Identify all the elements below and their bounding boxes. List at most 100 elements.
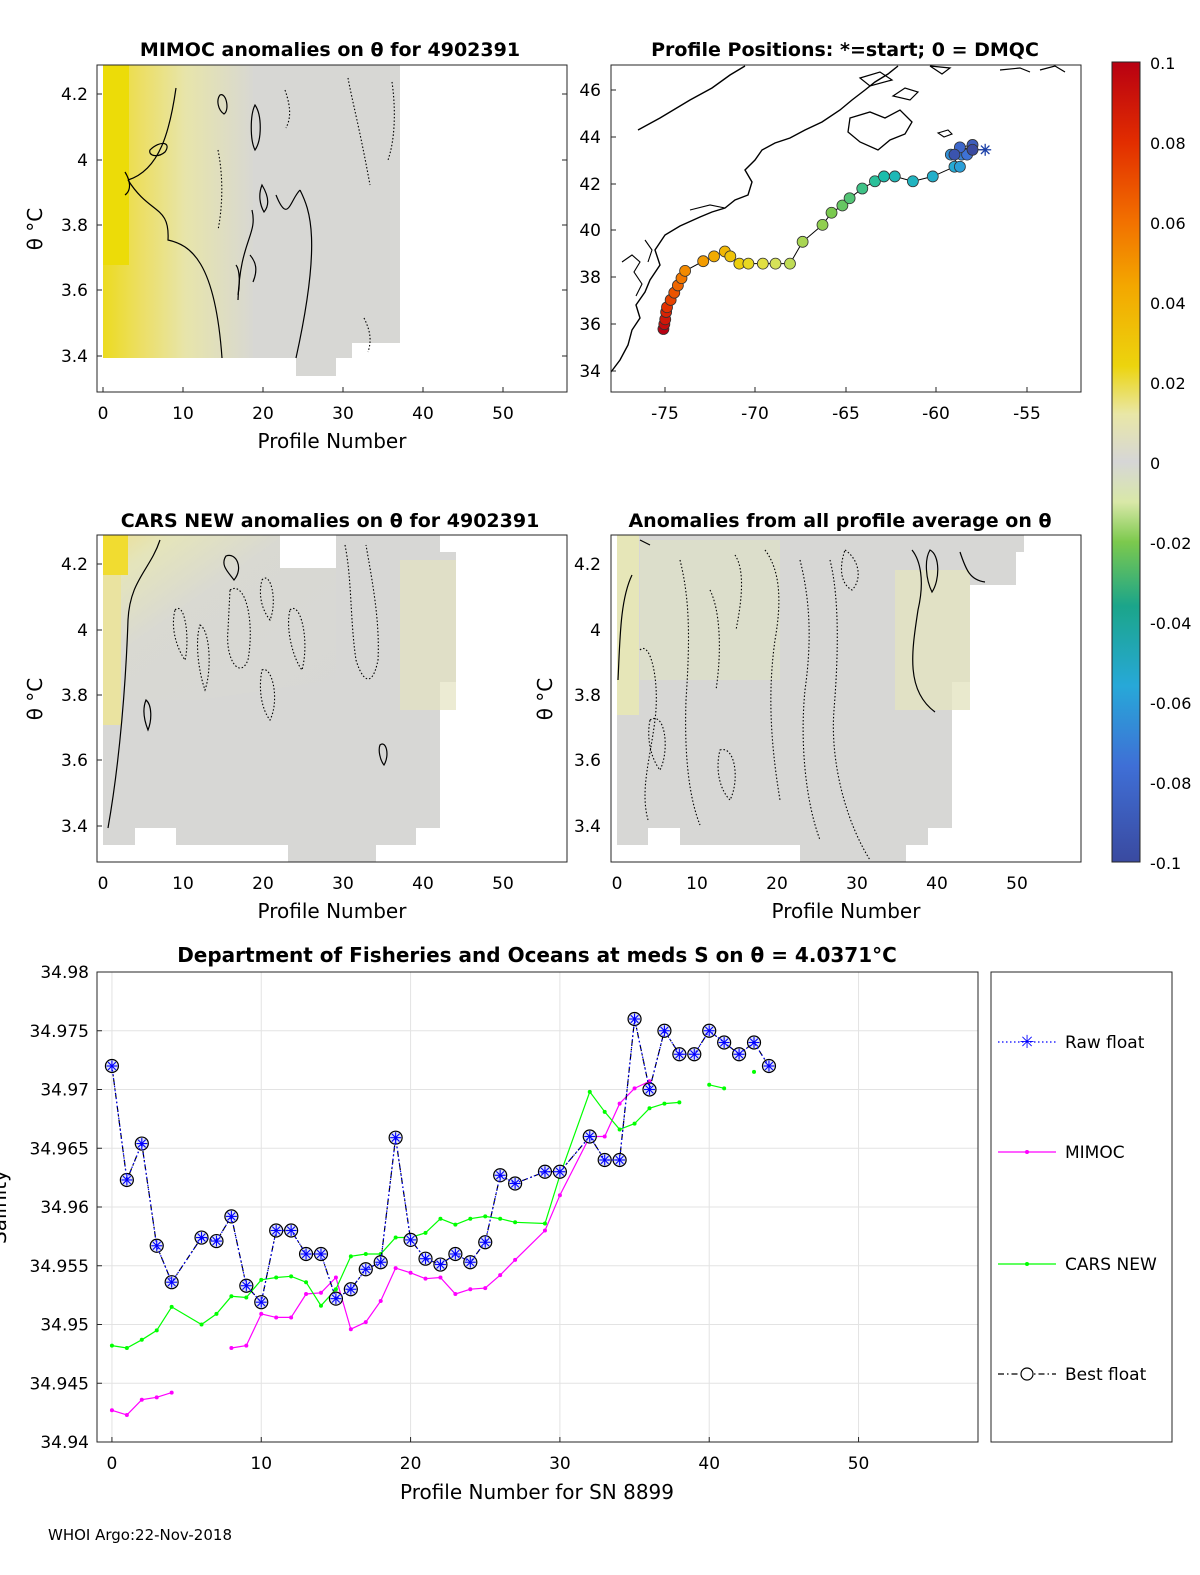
- point-cars-new: [363, 1252, 368, 1256]
- point-raw-float: [479, 1236, 491, 1248]
- mimoc-xticks: 0 10 20 30 40 50: [98, 387, 514, 424]
- point-mimoc: [124, 1412, 129, 1417]
- point-raw-float: [509, 1178, 521, 1189]
- avg-xtick-label: 20: [766, 874, 788, 894]
- cars-ytick-label: 3.8: [61, 686, 88, 706]
- colorbar-tick-label: 0: [1150, 454, 1160, 473]
- map-ytick-label: 38: [579, 268, 601, 288]
- series-cars-new: [109, 1069, 757, 1350]
- mimoc-axes: [96, 64, 568, 393]
- map-xticks: -75 -70 -65 -60 -55: [651, 387, 1041, 424]
- avg-ytick-label: 3.8: [574, 686, 601, 706]
- avg-ylabel: θ °C: [533, 678, 557, 721]
- point-cars-new: [483, 1214, 488, 1219]
- point-raw-float: [330, 1293, 342, 1305]
- profile-position: [888, 170, 901, 183]
- point-mimoc: [109, 1408, 114, 1413]
- colorbar-tick-label: 0.02: [1150, 374, 1186, 393]
- salinity-ylabel: Salinity: [0, 1170, 11, 1244]
- point-cars-new: [289, 1274, 294, 1279]
- map-panel: Profile Positions: *=start; 0 = DMQC 46 …: [579, 39, 1082, 424]
- point-mimoc: [602, 1134, 607, 1139]
- point-cars-new: [318, 1303, 323, 1308]
- map-xtick-label: -75: [651, 404, 679, 424]
- point-mimoc: [453, 1291, 458, 1296]
- series-line-mimoc: [231, 1080, 650, 1349]
- mimoc-heatmap: [103, 65, 400, 376]
- salinity-xtick-label: 50: [848, 1454, 870, 1474]
- point-raw-float: [554, 1166, 566, 1178]
- mimoc-title: MIMOC anomalies on θ for 4902391: [140, 39, 520, 61]
- point-cars-new: [259, 1277, 264, 1282]
- point-cars-new: [602, 1109, 607, 1114]
- point-mimoc: [304, 1291, 309, 1296]
- map-yticks: 46 44 42 40 38 36 34: [579, 81, 616, 382]
- profile-position: [953, 160, 966, 173]
- colorbar-tick-label: 0.06: [1150, 214, 1186, 233]
- colorbar-tick-label: -0.06: [1150, 694, 1191, 713]
- point-raw-float: [434, 1259, 446, 1271]
- profile-position: [966, 143, 979, 156]
- salinity-ytick-label: 34.98: [40, 963, 89, 983]
- cars-xticks: 0 10 20 30 40 50: [98, 874, 514, 894]
- mimoc-ylabel: θ °C: [23, 208, 47, 251]
- salinity-ytick-label: 34.97: [40, 1081, 89, 1101]
- point-cars-new: [453, 1222, 458, 1227]
- series-raw-float: [106, 1013, 775, 1308]
- salinity-ytick-label: 34.945: [30, 1374, 89, 1394]
- point-raw-float: [375, 1256, 387, 1268]
- map-ytick-label: 44: [579, 128, 601, 148]
- point-raw-float: [763, 1060, 775, 1072]
- mimoc-xtick-label: 10: [172, 404, 194, 424]
- point-mimoc: [438, 1275, 443, 1280]
- point-cars-new: [647, 1106, 652, 1111]
- mimoc-yticks: 4.2 4 3.8 3.6 3.4: [61, 85, 567, 367]
- legend-item-raw-float: ✳ Raw float: [998, 1032, 1145, 1053]
- profile-position: [697, 255, 710, 268]
- point-cars-new: [498, 1216, 503, 1221]
- point-mimoc: [468, 1287, 473, 1292]
- point-mimoc: [498, 1273, 503, 1278]
- salinity-series: [104, 1011, 777, 1417]
- salinity-panel: Department of Fisheries and Oceans at me…: [0, 943, 1173, 1504]
- point-raw-float: [121, 1174, 133, 1186]
- point-raw-float: [494, 1169, 506, 1181]
- point-raw-float: [315, 1248, 327, 1260]
- legend-label: Best float: [1065, 1365, 1147, 1385]
- legend-item-best-float: Best float: [998, 1365, 1147, 1385]
- avg-axes: [610, 534, 1082, 863]
- point-raw-float: [449, 1248, 461, 1260]
- profile-position: [742, 257, 755, 270]
- salinity-xtick-label: 10: [250, 1454, 272, 1474]
- profile-position: [679, 264, 692, 277]
- mimoc-xtick-label: 50: [492, 404, 514, 424]
- point-mimoc: [363, 1320, 368, 1325]
- avg-ytick-label: 3.4: [574, 817, 601, 837]
- cars-ytick-label: 4.2: [61, 555, 88, 575]
- colorbar: 0.1 0.08 0.06 0.04 0.02 0 -0.02 -0.04 -0…: [1111, 54, 1191, 873]
- legend-item-mimoc: MIMOC: [998, 1143, 1125, 1163]
- point-raw-float: [584, 1131, 596, 1142]
- cars-axes: [96, 534, 568, 863]
- point-mimoc: [647, 1079, 652, 1084]
- point-raw-float: [658, 1025, 670, 1037]
- cars-xtick-label: 0: [98, 874, 109, 894]
- series-line-cars-new: [111, 1090, 680, 1349]
- avg-yticks: 4.2 4 3.8 3.6 3.4: [574, 555, 601, 837]
- point-raw-float: [733, 1048, 745, 1060]
- series-mimoc: [109, 1079, 652, 1417]
- avg-xtick-label: 50: [1006, 874, 1028, 894]
- cars-xtick-label: 10: [172, 874, 194, 894]
- point-raw-float: [420, 1253, 432, 1265]
- profile-position: [836, 199, 849, 212]
- point-mimoc: [139, 1397, 144, 1402]
- colorbar-ticks: 0.1 0.08 0.06 0.04 0.02 0 -0.02 -0.04 -0…: [1150, 54, 1191, 873]
- salinity-xtick-label: 0: [107, 1454, 118, 1474]
- point-cars-new: [154, 1328, 159, 1333]
- point-raw-float: [151, 1240, 163, 1252]
- cars-xtick-label: 40: [412, 874, 434, 894]
- point-raw-float: [629, 1013, 641, 1025]
- point-cars-new: [587, 1089, 592, 1094]
- point-cars-new: [677, 1100, 682, 1105]
- cars-xtick-label: 20: [252, 874, 274, 894]
